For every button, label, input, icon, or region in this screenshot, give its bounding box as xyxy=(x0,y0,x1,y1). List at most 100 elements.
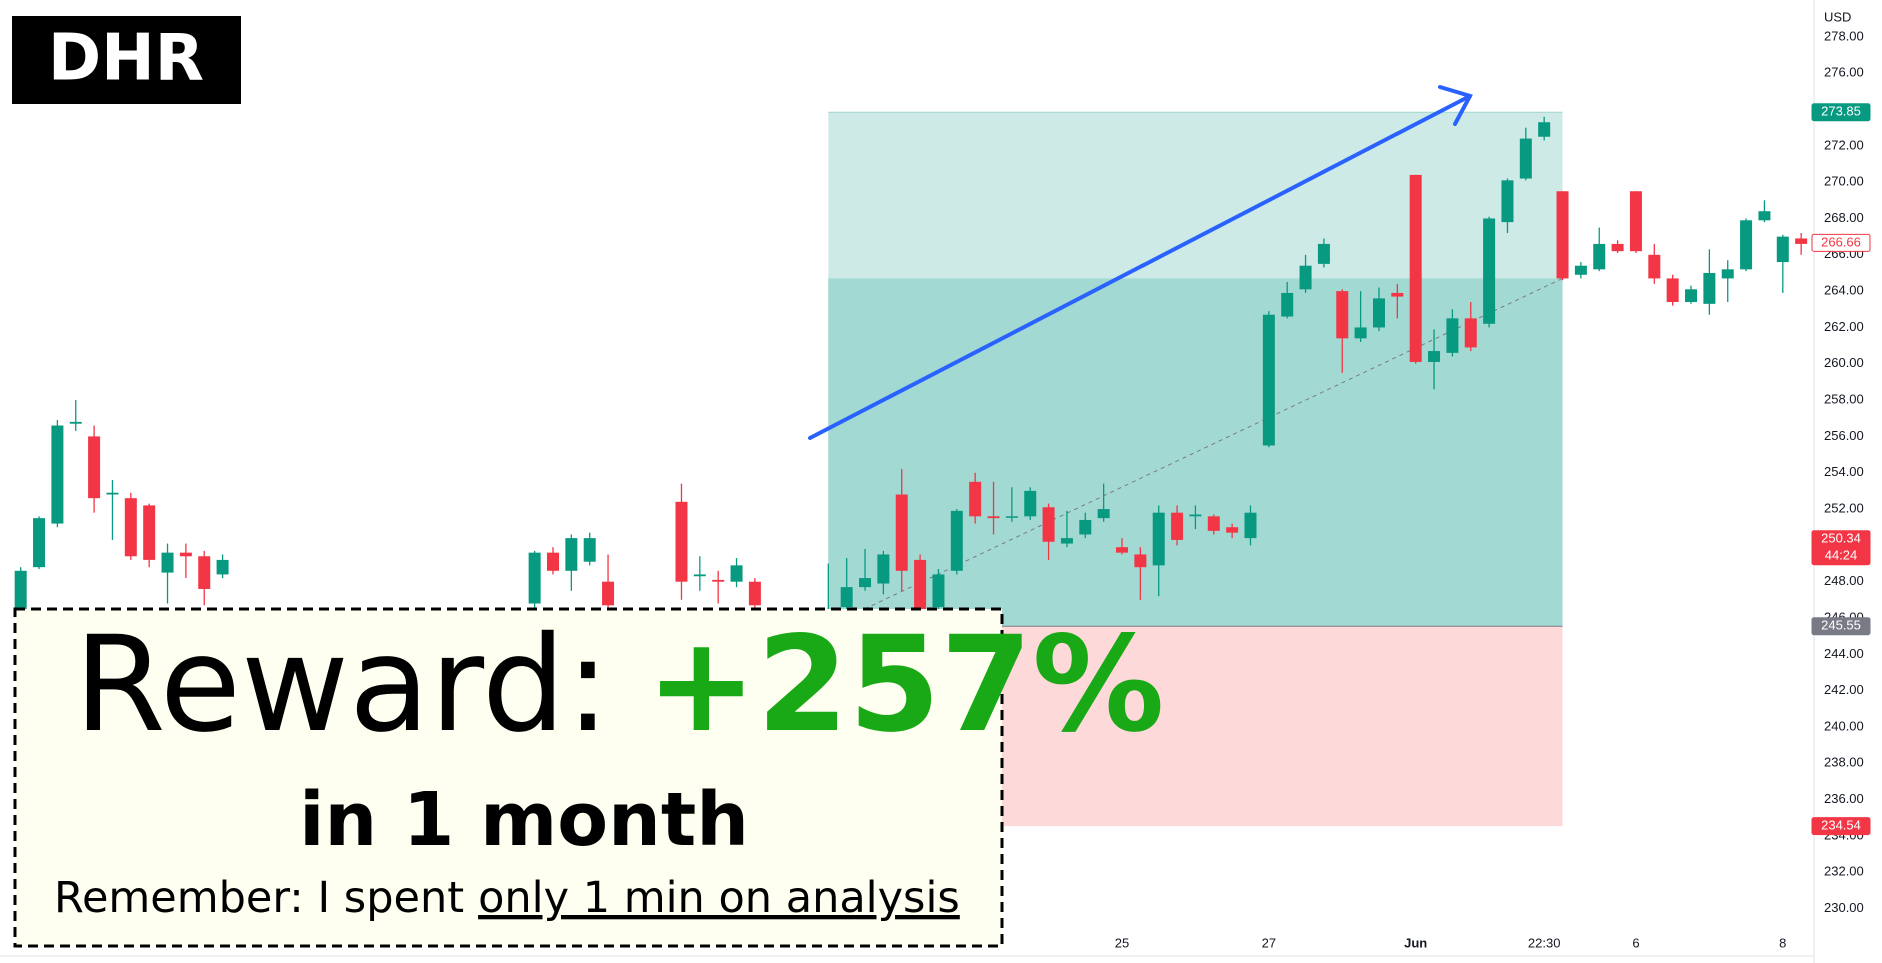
candle-body xyxy=(14,570,27,619)
candle-body xyxy=(1758,211,1771,221)
candle-body xyxy=(1428,351,1441,362)
candle-body xyxy=(859,578,872,588)
price-marker xyxy=(1811,530,1871,566)
note-underlined: only 1 min on analysis xyxy=(478,873,960,923)
candle-body xyxy=(1446,318,1459,353)
candle-body xyxy=(69,421,82,424)
price-marker xyxy=(1811,233,1871,252)
candle-body xyxy=(950,510,963,571)
note: Remember: I spent xyxy=(54,873,464,923)
candle-body xyxy=(1776,236,1789,263)
arrow-shaft xyxy=(808,94,1472,440)
candle-body xyxy=(1519,138,1532,179)
y-tick-label: 238.00 xyxy=(1824,755,1864,770)
candle-body xyxy=(1538,122,1551,137)
price-marker xyxy=(1811,617,1871,636)
reward-line: Reward: +257% xyxy=(74,608,1164,762)
x-tick-label: 27 xyxy=(1262,935,1276,950)
y-tick-label: 254.00 xyxy=(1824,464,1864,479)
candle-body xyxy=(528,552,541,604)
candle-body xyxy=(1336,291,1349,339)
candle-body xyxy=(1593,243,1606,270)
candle-body xyxy=(602,581,615,606)
candle-body xyxy=(1556,191,1569,279)
y-tick-label: 262.00 xyxy=(1824,319,1864,334)
candle-body xyxy=(877,554,890,584)
x-tick-label: Jun xyxy=(1404,935,1427,950)
candle-body xyxy=(161,552,174,573)
reward-box: Reward: +257% in 1 month Remember: I spen… xyxy=(13,607,1164,948)
candle-body xyxy=(840,587,853,608)
candle-body xyxy=(198,556,211,589)
price-marker-countdown: 44:24 xyxy=(1825,548,1858,563)
candle-body xyxy=(1740,220,1753,270)
candle-body xyxy=(1207,516,1220,531)
reward-value: +257% xyxy=(646,608,1164,762)
candle-body xyxy=(1152,512,1165,566)
candle-body xyxy=(216,559,229,575)
candle-body xyxy=(1703,272,1716,304)
y-tick-label: 260.00 xyxy=(1824,355,1864,370)
price-marker xyxy=(1811,817,1871,836)
y-tick-label: 276.00 xyxy=(1824,65,1864,80)
candle-body xyxy=(914,559,927,613)
y-tick-label: 244.00 xyxy=(1824,646,1864,661)
candle-body xyxy=(1116,547,1129,553)
x-tick-label: 22:30 xyxy=(1528,935,1561,950)
candle-body xyxy=(583,538,596,562)
candle-body xyxy=(143,505,156,560)
y-tick-label: 278.00 xyxy=(1824,28,1864,43)
y-tick-label: 252.00 xyxy=(1824,500,1864,515)
plot: 230.00232.00234.00236.00238.00240.00242.… xyxy=(14,28,1864,950)
reward-box-frame xyxy=(13,607,1004,948)
candle-body xyxy=(1134,554,1147,568)
candle-body xyxy=(546,552,559,571)
ticker-badge: DHR xyxy=(12,16,241,104)
candle-body xyxy=(106,492,119,495)
y-tick-label: 232.00 xyxy=(1824,864,1864,879)
y-tick-label: 270.00 xyxy=(1824,174,1864,189)
open-profit-zone xyxy=(828,278,1563,627)
candle-body xyxy=(1317,243,1330,264)
candle-body xyxy=(1042,507,1055,542)
candle-body xyxy=(1060,538,1073,544)
price-marker-label: 250.34 xyxy=(1821,531,1861,546)
y-tick-label: 264.00 xyxy=(1824,283,1864,298)
candle-body xyxy=(1611,243,1624,252)
candle-body xyxy=(88,436,101,499)
note-line: Remember: I spent only 1 min on analysis xyxy=(54,873,960,923)
y-tick-label: 242.00 xyxy=(1824,682,1864,697)
candle-body xyxy=(33,518,46,568)
candle-body xyxy=(1391,292,1404,297)
candle-body xyxy=(1795,238,1808,244)
reward-period: in 1 month xyxy=(299,777,749,863)
candle-body xyxy=(51,425,64,524)
candle-body xyxy=(1464,318,1477,348)
trend-arrow xyxy=(808,85,1473,440)
candle-body xyxy=(1262,314,1275,446)
candle-body xyxy=(693,574,706,577)
candle-body xyxy=(1281,292,1294,317)
candle-body xyxy=(124,498,137,557)
candle-body xyxy=(1648,254,1661,279)
y-tick-label: 236.00 xyxy=(1824,791,1864,806)
reward-title: Reward: xyxy=(74,608,610,762)
price-marker-label: 234.54 xyxy=(1821,818,1861,833)
y-tick-label: 256.00 xyxy=(1824,428,1864,443)
candle-body xyxy=(675,501,688,582)
candle-body xyxy=(1097,509,1110,519)
candle-body xyxy=(1244,512,1257,539)
candle-body xyxy=(1666,278,1679,303)
candle-body xyxy=(1171,512,1184,540)
candle-body xyxy=(1409,174,1422,362)
price-marker xyxy=(1811,103,1871,122)
candle-body xyxy=(1354,327,1367,339)
y-tick-label: 230.00 xyxy=(1824,900,1864,915)
y-tick-label: 240.00 xyxy=(1824,718,1864,733)
candle-body xyxy=(1024,490,1037,517)
price-marker-label: 266.66 xyxy=(1821,234,1861,249)
candle-body xyxy=(730,565,743,582)
candle-body xyxy=(1574,265,1587,275)
